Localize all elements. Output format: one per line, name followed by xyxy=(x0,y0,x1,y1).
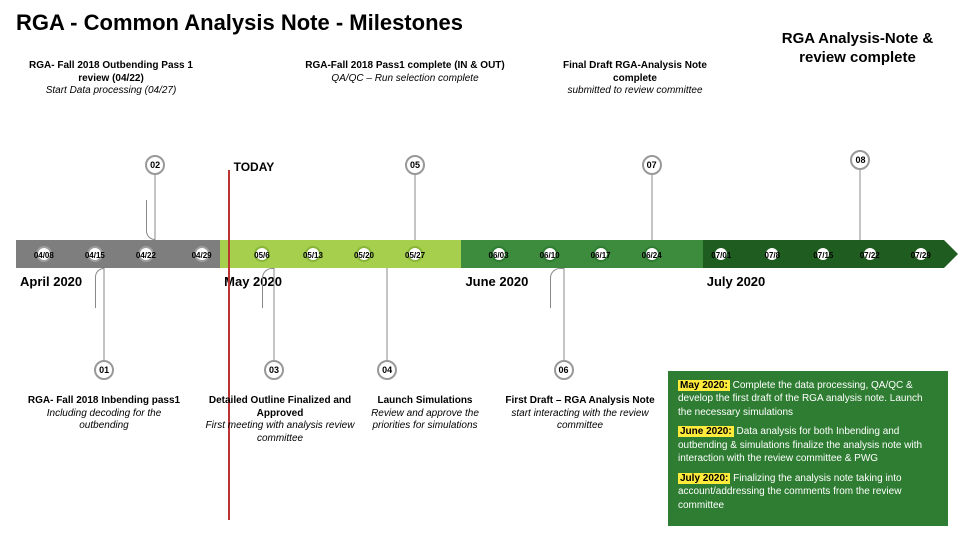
timeline-tick: 07/01 xyxy=(713,246,729,262)
summary-row: May 2020: Complete the data processing, … xyxy=(678,379,938,420)
milestone-bubble: 07 xyxy=(642,155,662,175)
milestone-annotation: RGA Analysis-Note & review complete xyxy=(770,30,945,68)
timeline-tick: 06/10 xyxy=(542,246,558,262)
milestone-bubble: 02 xyxy=(145,155,165,175)
milestone-bubble: 01 xyxy=(94,360,114,380)
timeline-tick: 06/17 xyxy=(593,246,609,262)
timeline-tick: 07/8 xyxy=(764,246,780,262)
summary-row: June 2020: Data analysis for both Inbend… xyxy=(678,425,938,466)
summary-row: July 2020: Finalizing the analysis note … xyxy=(678,472,938,513)
milestone-annotation: Final Draft RGA-Analysis Note completesu… xyxy=(555,60,715,98)
milestone-curve xyxy=(262,268,274,308)
milestone-curve xyxy=(146,200,155,240)
summary-month: June 2020: xyxy=(678,426,734,437)
month-label: July 2020 xyxy=(707,274,766,289)
milestone-bubble: 05 xyxy=(405,155,425,175)
today-line xyxy=(228,170,230,520)
timeline-tick: 06/24 xyxy=(644,246,660,262)
milestone-annotation: RGA-Fall 2018 Pass1 complete (IN & OUT)Q… xyxy=(300,60,510,85)
timeline-tick: 05/13 xyxy=(305,246,321,262)
milestone-bubble: 06 xyxy=(554,360,574,380)
milestone-bubble: 03 xyxy=(264,360,284,380)
milestone-stem xyxy=(651,173,652,240)
milestone-curve xyxy=(550,268,564,308)
timeline-tick: 04/29 xyxy=(194,246,210,262)
milestone-annotation: Detailed Outline Finalized and ApprovedF… xyxy=(205,395,355,445)
timeline-tick: 06/03 xyxy=(491,246,507,262)
timeline-tick: 04/08 xyxy=(36,246,52,262)
timeline-tick: 04/15 xyxy=(87,246,103,262)
summary-box: May 2020: Complete the data processing, … xyxy=(668,371,948,527)
milestone-stem xyxy=(860,168,861,240)
month-label: April 2020 xyxy=(20,274,82,289)
milestone-bubble: 08 xyxy=(850,150,870,170)
page-title: RGA - Common Analysis Note - Milestones xyxy=(16,10,463,36)
timeline-tick: 04/22 xyxy=(138,246,154,262)
milestone-annotation: First Draft – RGA Analysis Notestart int… xyxy=(500,395,660,433)
today-label: TODAY xyxy=(234,160,275,174)
summary-month: July 2020: xyxy=(678,473,730,484)
milestone-curve xyxy=(95,268,104,308)
timeline-tick: 07/15 xyxy=(815,246,831,262)
milestone-stem xyxy=(415,173,416,240)
timeline-tick: 07/22 xyxy=(862,246,878,262)
timeline-tick: 05/6 xyxy=(254,246,270,262)
month-label: June 2020 xyxy=(465,274,528,289)
timeline-tick: 07/29 xyxy=(913,246,929,262)
summary-month: May 2020: xyxy=(678,380,730,391)
milestone-annotation: RGA- Fall 2018 Outbending Pass 1 review … xyxy=(16,60,206,98)
milestone-bubble: 04 xyxy=(377,360,397,380)
milestone-annotation: RGA- Fall 2018 Inbending pass1Including … xyxy=(24,395,184,433)
milestone-annotation: Launch SimulationsReview and approve the… xyxy=(355,395,495,433)
milestone-stem xyxy=(387,268,388,360)
timeline-tick: 05/27 xyxy=(407,246,423,262)
timeline-tick: 05/20 xyxy=(356,246,372,262)
